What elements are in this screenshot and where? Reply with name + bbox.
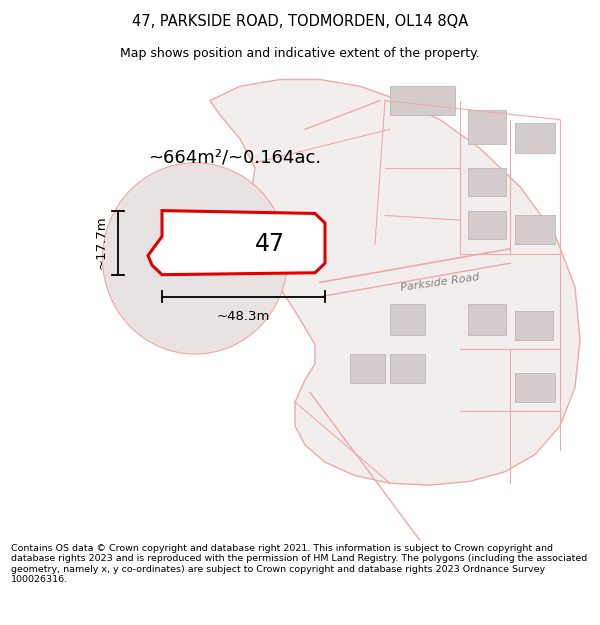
Polygon shape (210, 79, 580, 485)
Polygon shape (468, 304, 506, 335)
Polygon shape (515, 122, 555, 153)
Polygon shape (468, 211, 506, 239)
Text: ~17.7m: ~17.7m (95, 216, 108, 269)
Polygon shape (350, 354, 385, 382)
Text: Map shows position and indicative extent of the property.: Map shows position and indicative extent… (120, 48, 480, 61)
Polygon shape (468, 110, 506, 144)
Polygon shape (148, 211, 325, 274)
Polygon shape (390, 354, 425, 382)
Text: ~664m²/~0.164ac.: ~664m²/~0.164ac. (148, 149, 321, 167)
Polygon shape (515, 311, 553, 340)
Ellipse shape (103, 162, 287, 354)
Polygon shape (468, 168, 506, 196)
Text: 47, PARKSIDE ROAD, TODMORDEN, OL14 8QA: 47, PARKSIDE ROAD, TODMORDEN, OL14 8QA (132, 14, 468, 29)
Text: ~48.3m: ~48.3m (217, 310, 270, 323)
Polygon shape (390, 86, 455, 115)
Text: Contains OS data © Crown copyright and database right 2021. This information is : Contains OS data © Crown copyright and d… (11, 544, 587, 584)
Polygon shape (515, 373, 555, 402)
Polygon shape (515, 216, 555, 244)
Polygon shape (390, 304, 425, 335)
Text: Parkside Road: Parkside Road (400, 272, 480, 293)
Text: 47: 47 (255, 232, 285, 256)
